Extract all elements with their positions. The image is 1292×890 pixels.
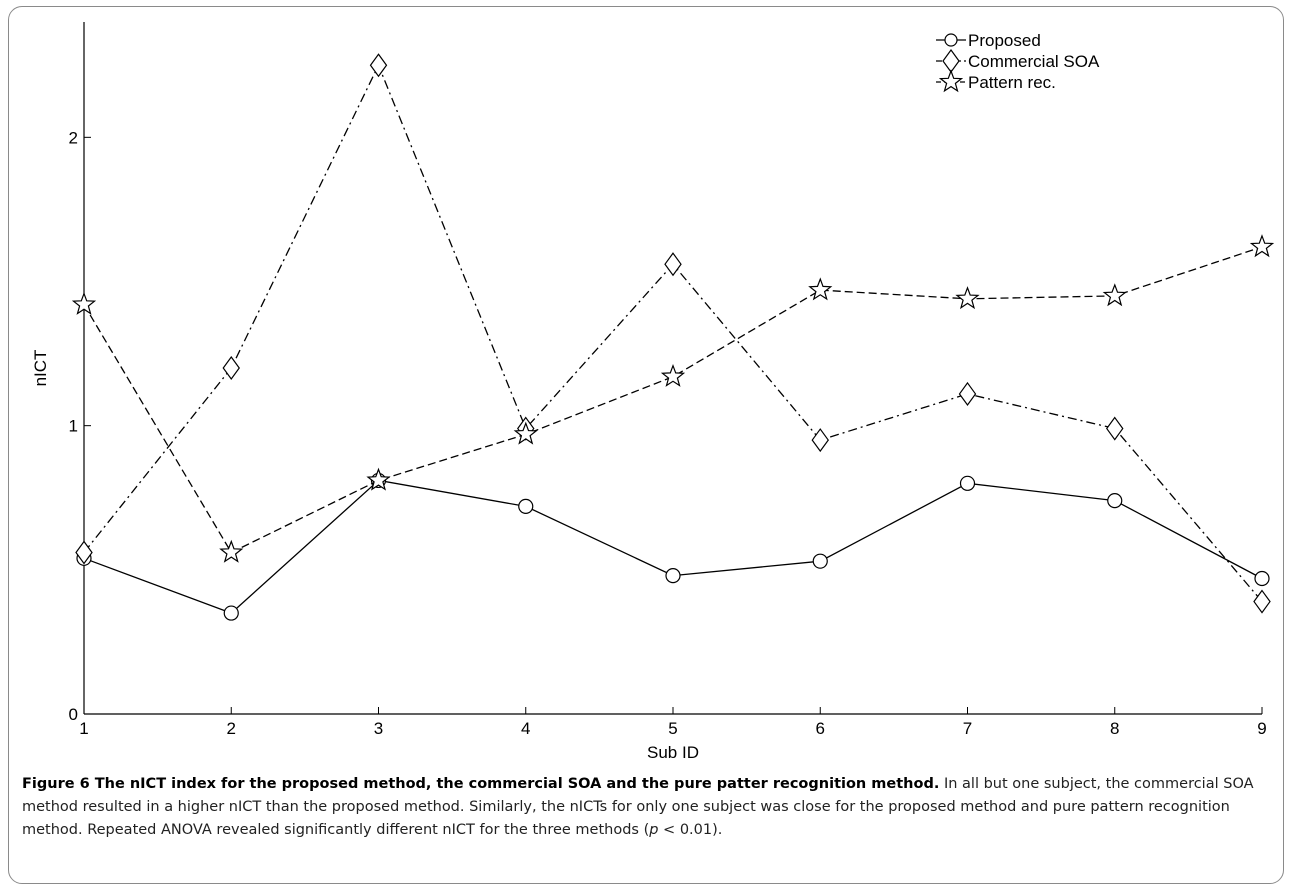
caption-text: In all but one subject, the commercial S… — [22, 776, 1254, 838]
x-tick-label: 3 — [374, 719, 383, 738]
data-point-circle — [223, 605, 239, 621]
x-tick-label: 2 — [227, 719, 236, 738]
legend-label: Proposed — [968, 31, 1041, 50]
caption-text-end: < 0.01). — [658, 822, 723, 838]
legend-marker-diamond — [942, 48, 960, 74]
series-proposed — [76, 472, 1270, 621]
data-point-circle — [665, 567, 681, 584]
x-tick-label: 8 — [1110, 719, 1119, 738]
data-point-diamond — [958, 381, 977, 406]
y-tick-label: 0 — [69, 705, 78, 724]
data-point-diamond — [369, 53, 388, 78]
series-line — [83, 479, 1263, 614]
legend-marker-star — [938, 69, 964, 93]
x-tick-label: 4 — [521, 719, 530, 738]
series-layer — [71, 53, 1275, 621]
legend-label: Commercial SOA — [968, 52, 1100, 71]
figure-caption: Figure 6 The nICT index for the proposed… — [22, 773, 1272, 842]
data-point-star — [1102, 283, 1127, 307]
data-point-star — [808, 277, 833, 301]
data-point-star — [660, 363, 686, 387]
series-commercial-soa — [75, 53, 1271, 614]
x-tick-label: 9 — [1257, 719, 1266, 738]
data-point-star — [513, 421, 538, 445]
y-tick-label: 1 — [69, 417, 78, 436]
data-point-diamond — [1106, 416, 1124, 441]
x-tick-label: 5 — [668, 719, 677, 738]
legend-marker-circle — [944, 33, 958, 47]
y-tick-label: 2 — [69, 128, 78, 147]
data-point-star — [366, 467, 391, 491]
caption-p-symbol: p — [649, 822, 659, 838]
y-axis-title: nICT — [31, 350, 50, 387]
data-point-circle — [518, 498, 534, 514]
series-pattern-rec- — [71, 234, 1275, 563]
data-point-diamond — [664, 252, 682, 277]
x-axis-title: Sub ID — [647, 743, 699, 762]
series-line — [83, 63, 1263, 602]
data-point-diamond — [222, 355, 240, 381]
data-point-circle — [1254, 570, 1270, 587]
x-tick-label: 1 — [79, 719, 88, 738]
legend-label: Pattern rec. — [968, 73, 1056, 92]
data-point-diamond — [75, 540, 93, 565]
data-point-circle — [812, 553, 828, 569]
data-point-star — [955, 286, 980, 310]
x-tick-label: 6 — [816, 719, 825, 738]
data-point-circle — [1107, 493, 1123, 509]
data-point-diamond — [811, 428, 829, 453]
data-point-circle — [959, 475, 976, 491]
data-point-diamond — [1253, 589, 1271, 614]
figure-frame — [8, 6, 1284, 884]
data-point-star — [71, 291, 97, 315]
series-line — [83, 246, 1263, 554]
legend: Proposed Commercial SOA Pattern rec. — [936, 31, 1100, 93]
x-tick-label: 7 — [963, 719, 972, 738]
caption-title: Figure 6 The nICT index for the proposed… — [22, 776, 940, 792]
data-point-star — [1249, 234, 1275, 258]
data-point-star — [219, 539, 244, 563]
